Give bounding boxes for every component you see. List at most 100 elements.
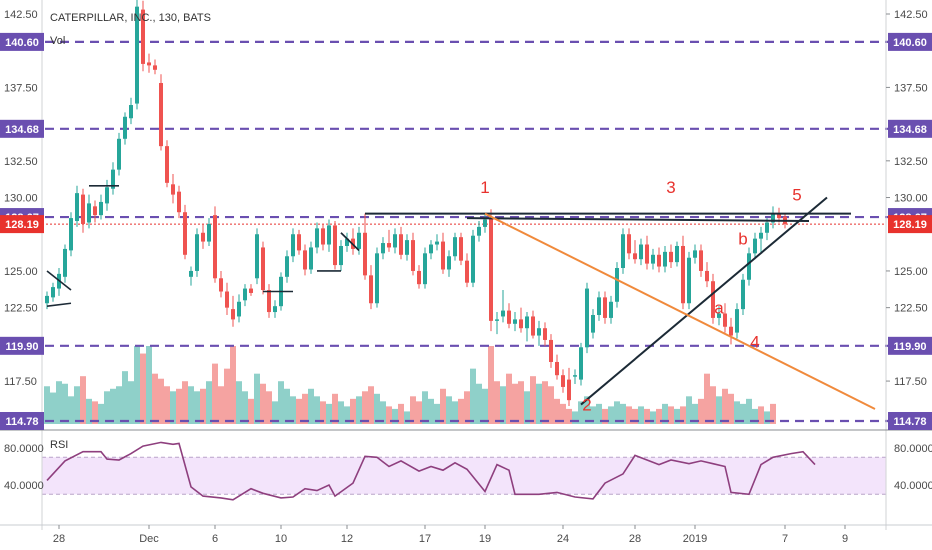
volume-bar: [98, 403, 104, 424]
volume-bar: [62, 383, 68, 424]
candle-body: [525, 316, 529, 329]
candle: [201, 223, 205, 249]
candle: [543, 322, 547, 346]
candle: [159, 74, 163, 151]
level-tag-right: 134.68: [893, 124, 927, 136]
candle-body: [651, 254, 655, 264]
candle-body: [303, 250, 307, 270]
candle: [357, 226, 361, 255]
candle: [513, 312, 517, 332]
volume-bar: [464, 391, 470, 424]
volume-bar: [338, 401, 344, 424]
volume-bar: [698, 398, 704, 424]
candle-body: [693, 250, 697, 258]
candle-body: [771, 213, 775, 223]
time-tick-label: 28: [53, 533, 65, 545]
candle-body: [261, 247, 265, 291]
volume-bar: [452, 401, 458, 424]
candle-body: [405, 240, 409, 255]
time-tick-label: Dec: [139, 533, 159, 545]
current-price-tag-left: 128.19: [5, 219, 39, 231]
volume-bar: [320, 401, 326, 424]
volume-bar: [476, 383, 482, 424]
candle: [405, 234, 409, 261]
candle: [441, 232, 445, 274]
candle: [93, 200, 97, 223]
candle: [477, 221, 481, 242]
candle: [99, 194, 103, 220]
candle: [423, 247, 427, 289]
volume-bar: [674, 408, 680, 424]
candle: [615, 262, 619, 308]
candle: [231, 295, 235, 327]
candle-body: [681, 245, 685, 304]
candle: [207, 218, 211, 246]
volume-bar: [728, 393, 734, 424]
candle-body: [741, 279, 745, 310]
candle-body: [711, 281, 715, 318]
volume-bar: [434, 403, 440, 424]
candle: [171, 174, 175, 204]
volume-bar: [128, 381, 134, 424]
volume-bar: [758, 406, 764, 424]
volume-bar: [614, 401, 620, 424]
candle: [519, 307, 523, 333]
candle: [555, 354, 559, 380]
volume-bar: [140, 353, 146, 424]
candle: [651, 248, 655, 270]
candle: [603, 291, 607, 324]
volume-bar: [86, 398, 92, 424]
volume-bar: [362, 391, 368, 424]
volume-bar: [602, 408, 608, 424]
trend-line: [580, 196, 828, 406]
candle-body: [171, 184, 175, 195]
candle: [447, 250, 451, 277]
volume-bar: [458, 398, 464, 424]
candle: [135, 0, 139, 110]
candle-body: [537, 328, 541, 336]
candle: [435, 234, 439, 251]
candle: [411, 232, 415, 276]
candle: [267, 284, 271, 318]
candle-body: [453, 237, 457, 257]
candle: [387, 229, 391, 252]
candle-body: [597, 297, 601, 315]
candle-body: [99, 201, 103, 216]
rsi-band-layer: [42, 456, 886, 495]
chart-title: CATERPILLAR, INC., 130, BATS: [50, 12, 211, 24]
candle: [579, 342, 583, 386]
level-tag-left-bg: [0, 119, 44, 138]
volume-bar: [578, 401, 584, 424]
volume-bar: [596, 403, 602, 424]
candle-body: [105, 187, 109, 204]
candle: [273, 300, 277, 318]
candle: [633, 240, 637, 264]
volume-bar: [530, 376, 536, 424]
time-tick-label: 12: [341, 533, 353, 545]
candle: [63, 244, 67, 283]
candle: [417, 265, 421, 289]
candle-body: [147, 62, 151, 66]
current-price-tag-right-bg: [888, 215, 932, 234]
volume-bar: [398, 403, 404, 424]
candle-body: [561, 375, 565, 387]
volume-bar: [446, 396, 452, 424]
level-tag-left: 134.68: [5, 124, 39, 136]
volume-bar: [548, 386, 554, 424]
horizontal-levels[interactable]: [0, 40, 932, 423]
volume-bar: [314, 396, 320, 424]
candle: [351, 228, 355, 255]
drawing-tools-layer[interactable]: 1 3 5 2 4 a b: [46, 178, 876, 414]
candle: [117, 132, 121, 176]
volume-bar: [560, 403, 566, 424]
candle: [735, 303, 739, 339]
candle-body: [123, 116, 127, 139]
volume-bar: [254, 373, 260, 424]
time-tick-label: 7: [782, 533, 788, 545]
volume-bar: [764, 411, 770, 424]
volume-bar: [638, 406, 644, 424]
volume-bar: [110, 388, 116, 424]
volume-bar: [176, 388, 182, 424]
